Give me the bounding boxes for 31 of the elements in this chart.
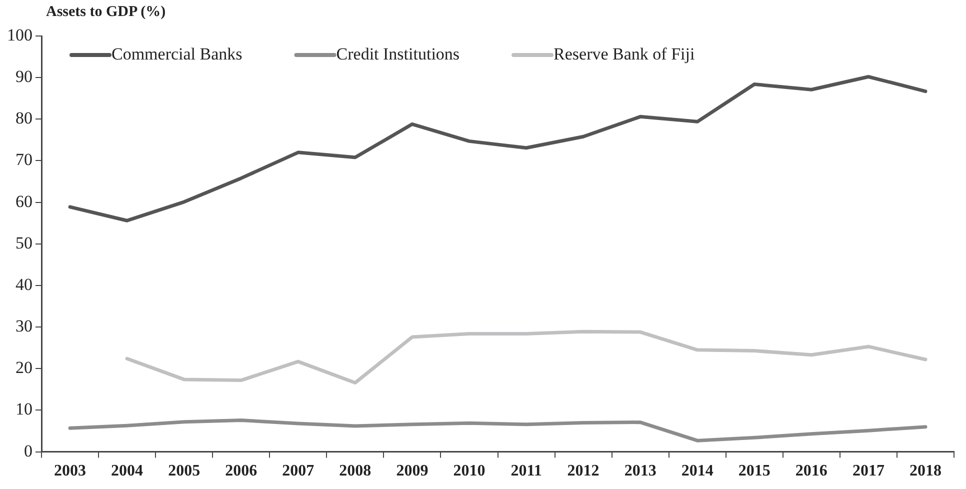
y-tick-label: 30: [16, 316, 32, 336]
y-tick-label: 40: [16, 274, 32, 294]
legend-label: Commercial Banks: [112, 44, 242, 64]
y-tick-label: 10: [16, 400, 32, 419]
x-tick-label: 2005: [168, 462, 200, 480]
x-tick-label: 2014: [681, 462, 714, 480]
x-tick-label: 2013: [624, 462, 656, 480]
y-tick-label: 50: [16, 233, 32, 252]
y-tick-label: 70: [16, 150, 32, 170]
y-tick-label: 20: [16, 358, 32, 378]
y-tick-label: 100: [7, 25, 32, 44]
x-tick-label: 2006: [225, 462, 258, 480]
x-tick-label: 2010: [453, 462, 486, 480]
legend-label: Credit Institutions: [336, 44, 460, 64]
y-tick-label: 0: [24, 441, 32, 460]
x-tick-label: 2016: [795, 462, 828, 480]
y-tick-label: 80: [16, 108, 32, 128]
x-tick-label: 2018: [909, 462, 942, 480]
x-tick-label: 2011: [510, 462, 542, 480]
y-tick-label: 60: [16, 192, 32, 211]
x-tick-label: 2017: [852, 462, 884, 480]
y-axis-title: Assets to GDP (%): [46, 4, 166, 21]
x-tick-label: 2004: [111, 462, 144, 480]
x-tick-label: 2015: [738, 462, 770, 480]
y-tick-label: 90: [16, 67, 32, 86]
x-tick-label: 2003: [54, 462, 86, 480]
x-tick-label: 2008: [339, 462, 372, 480]
legend-label: Reserve Bank of Fiji: [554, 44, 695, 64]
x-tick-label: 2012: [567, 462, 600, 480]
x-tick-label: 2009: [396, 462, 428, 480]
x-tick-label: 2007: [282, 462, 314, 480]
